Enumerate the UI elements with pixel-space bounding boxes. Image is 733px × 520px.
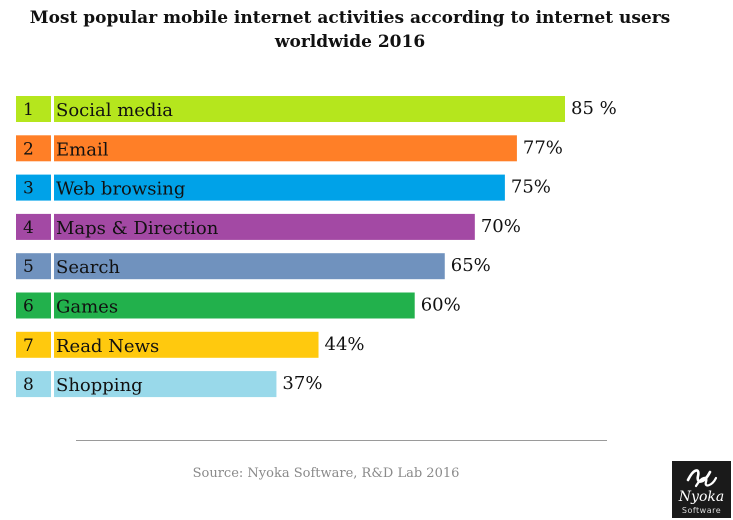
- rank-box: [16, 174, 51, 201]
- rank-label: 8: [23, 375, 34, 395]
- value-label: 65%: [451, 255, 491, 276]
- chart-title: Most popular mobile internet activities …: [0, 6, 700, 54]
- category-label: Maps & Direction: [56, 218, 219, 239]
- rank-box: [16, 135, 51, 162]
- value-label: 37%: [282, 373, 322, 394]
- source-note: Source: Nyoka Software, R&D Lab 2016: [192, 466, 460, 481]
- rank-label: 3: [23, 179, 34, 199]
- rank-label: 1: [23, 100, 34, 120]
- rank-box: [16, 96, 51, 122]
- rank-label: 7: [23, 336, 34, 356]
- bar: [54, 371, 277, 398]
- category-label: Shopping: [56, 375, 143, 396]
- chart-title-line-1: Most popular mobile internet activities …: [29, 8, 671, 28]
- bar: [54, 292, 415, 319]
- rank-label: 6: [23, 297, 34, 317]
- bar: [54, 213, 475, 240]
- value-label: 44%: [325, 334, 365, 355]
- rank-box: [16, 292, 51, 319]
- logo-subtitle: Software: [681, 506, 722, 515]
- nyoka-logo: Nyoka Software: [672, 461, 731, 518]
- bar: [54, 135, 517, 162]
- category-label: Search: [56, 257, 120, 278]
- logo-name: Nyoka: [678, 489, 725, 505]
- value-label: 60%: [421, 295, 461, 316]
- chart-title-line-2: worldwide 2016: [274, 32, 426, 52]
- value-label: 70%: [481, 216, 521, 237]
- category-label: Read News: [56, 336, 159, 357]
- rank-label: 2: [23, 139, 34, 159]
- value-label: 75%: [511, 177, 551, 198]
- category-label: Social media: [56, 100, 173, 121]
- divider-line: [76, 440, 607, 441]
- value-label: 77%: [523, 137, 563, 158]
- rank-box: [16, 371, 51, 398]
- rank-box: [16, 253, 51, 280]
- bar: [54, 96, 565, 122]
- category-label: Web browsing: [56, 179, 185, 200]
- rank-label: 4: [23, 218, 34, 238]
- value-label: 85 %: [571, 98, 617, 119]
- category-label: Games: [56, 297, 118, 318]
- bar: [54, 253, 445, 280]
- bar: [54, 174, 505, 201]
- bar: [54, 331, 319, 358]
- rank-box: [16, 213, 51, 240]
- category-label: Email: [56, 139, 109, 160]
- bar-chart: 1 Social media 85 % 2 Email 77% 3 Web browsing 7…: [16, 96, 617, 398]
- nyoka-logo-mark-icon: [686, 469, 718, 488]
- rank-label: 5: [23, 257, 34, 277]
- rank-box: [16, 331, 51, 358]
